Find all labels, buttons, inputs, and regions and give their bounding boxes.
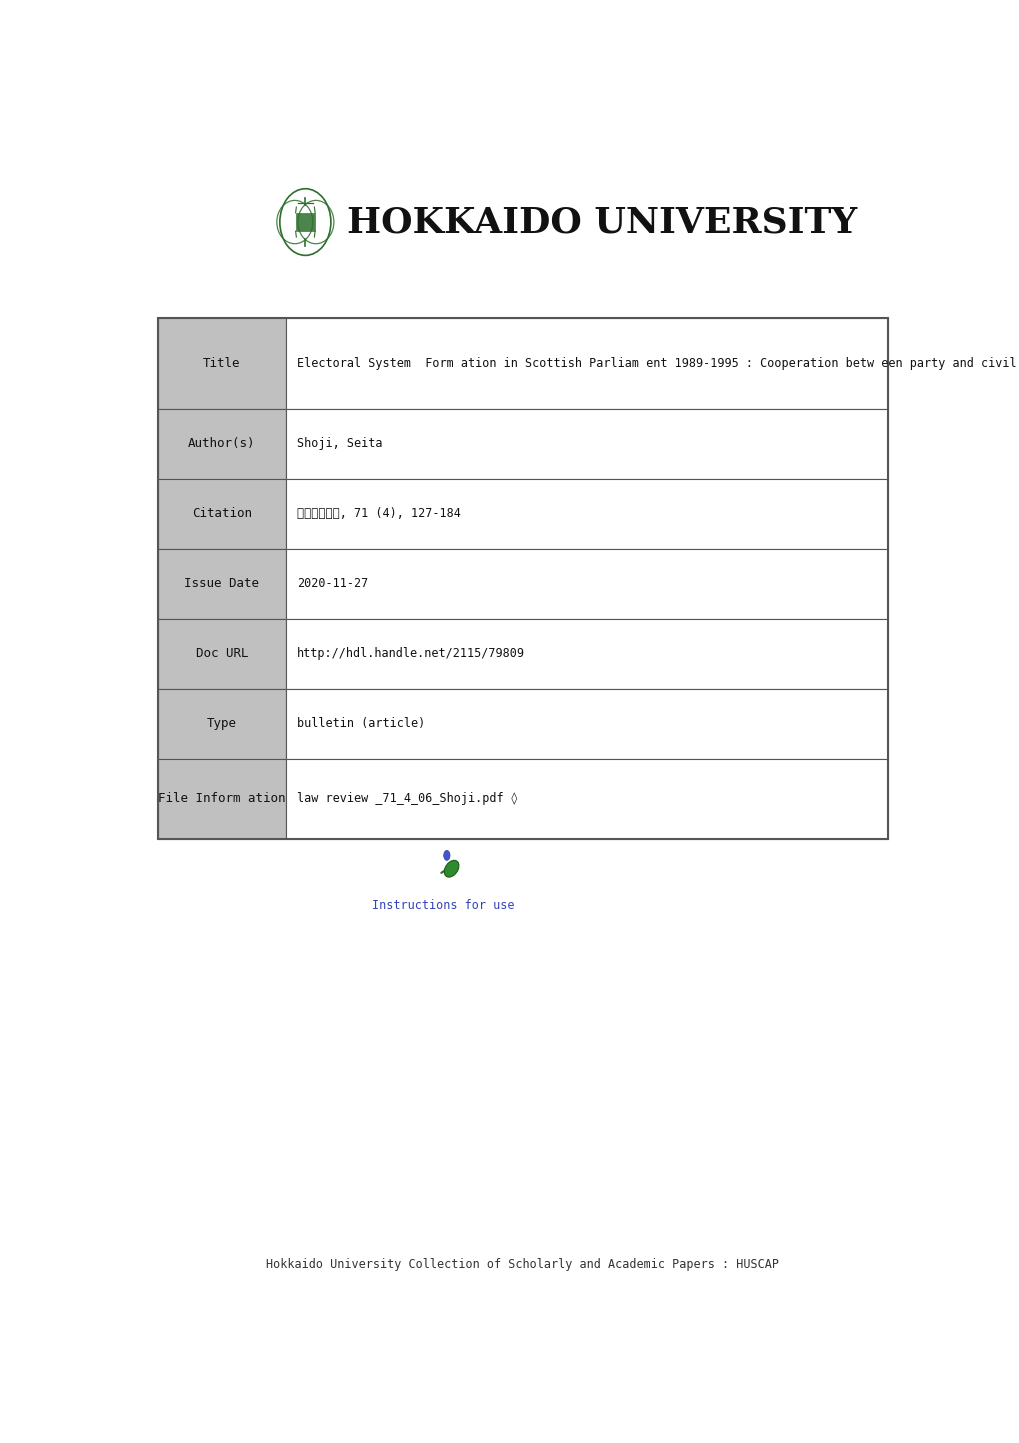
Bar (157, 317, 286, 408)
Text: Electoral System  Form ation in Scottish Parliam ent 1989-1995 : Cooperation bet: Electoral System Form ation in Scottish … (297, 356, 1019, 369)
Bar (286, 317, 888, 408)
Text: Citation: Citation (192, 508, 252, 521)
Text: Doc URL: Doc URL (196, 648, 248, 661)
Text: bulletin (article): bulletin (article) (297, 717, 425, 730)
Bar (157, 548, 286, 619)
Bar (296, 214, 315, 231)
Bar (157, 479, 286, 548)
Text: law review _71_4_06_Shoji.pdf ◊: law review _71_4_06_Shoji.pdf ◊ (297, 792, 517, 805)
Bar (286, 688, 888, 759)
Text: File Inform ation: File Inform ation (158, 792, 285, 805)
Bar (286, 408, 888, 479)
Text: Type: Type (207, 717, 236, 730)
Bar (157, 759, 286, 838)
Bar (286, 479, 888, 548)
Text: Instructions for use: Instructions for use (372, 899, 515, 912)
Bar (286, 619, 888, 688)
Text: Hokkaido University Collection of Scholarly and Academic Papers : HUSCAP: Hokkaido University Collection of Schola… (266, 1258, 779, 1271)
Text: Author(s): Author(s) (189, 437, 256, 450)
Text: 2020-11-27: 2020-11-27 (297, 577, 368, 590)
Bar (157, 619, 286, 688)
Ellipse shape (444, 860, 459, 877)
Bar (286, 548, 888, 619)
Text: Title: Title (203, 356, 240, 369)
Text: Issue Date: Issue Date (184, 577, 259, 590)
Bar (157, 688, 286, 759)
Text: Shoji, Seita: Shoji, Seita (297, 437, 382, 450)
Text: HOKKAIDO UNIVERSITY: HOKKAIDO UNIVERSITY (346, 205, 856, 240)
Ellipse shape (443, 850, 449, 860)
Bar (286, 759, 888, 838)
Bar (157, 408, 286, 479)
Text: 北大法学論集, 71 (4), 127-184: 北大法学論集, 71 (4), 127-184 (297, 508, 461, 521)
Bar (157, 317, 888, 838)
Text: http://hdl.handle.net/2115/79809: http://hdl.handle.net/2115/79809 (297, 648, 524, 661)
